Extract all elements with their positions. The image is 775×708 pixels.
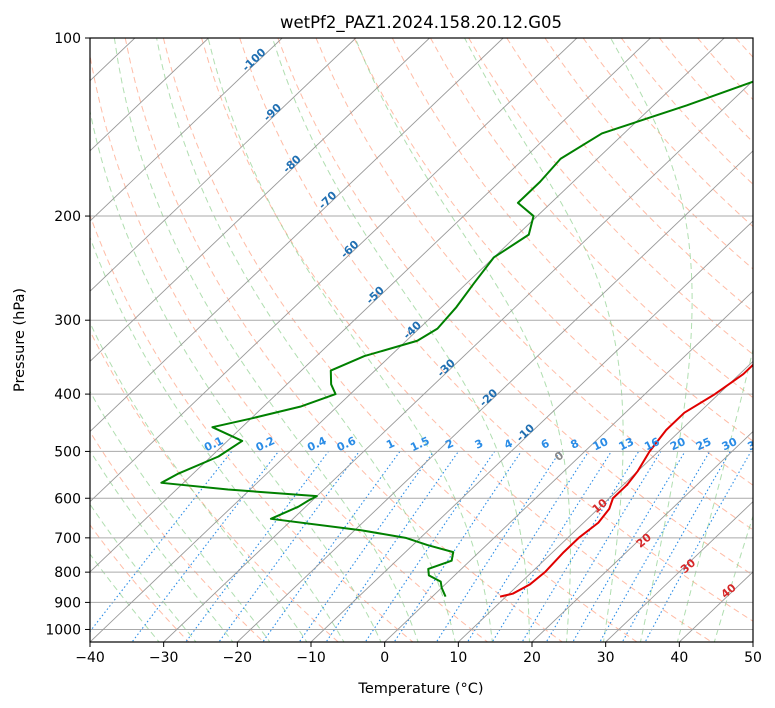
isotherm-line [605,501,753,642]
isotherm-line [90,38,209,152]
moist-adiabat [90,109,382,642]
isotherm-line [90,38,651,573]
y-tick-label: 100 [54,31,81,47]
y-tick-label: 800 [54,565,81,581]
isotherm-line [163,80,753,642]
pressure-gridlines [90,38,753,630]
isotherm-line [237,150,753,642]
mixing-ratio-label: 13 [617,435,636,453]
mixing-ratio-label: 10 [591,435,611,453]
y-axis-ticks: 100 200 300 400 500 600 700 800 900 1000 [45,31,90,638]
x-tick-label: −10 [296,650,326,666]
mixing-ratio-label: 36 [746,435,766,453]
dewpoint-profile [160,80,753,598]
mixing-ratio-line [298,451,435,642]
y-tick-label: 900 [54,595,81,611]
y-axis-label: Pressure (hPa) [12,288,28,392]
x-tick-label: −30 [149,650,179,666]
plot-frame [89,37,754,643]
sounding-profiles [160,80,753,598]
x-tick-label: −20 [223,650,253,666]
x-tick-label: 50 [744,650,762,666]
isotherm-line [90,38,578,503]
y-tick-label: 1000 [45,622,81,638]
x-tick-label: 0 [380,650,389,666]
dry-adiabat [315,38,753,531]
isotherm-line [384,290,753,642]
chart-title: wetPf2_PAZ1.2024.158.20.12.G05 [280,13,562,33]
dry-adiabat [391,38,753,442]
x-tick-label: 30 [597,650,615,666]
x-axis-label: Temperature (°C) [357,681,483,697]
x-tick-label: 20 [523,650,541,666]
mixing-ratio-line [435,451,561,642]
y-tick-label: 600 [54,491,81,507]
y-tick-label: 500 [54,444,81,460]
mixing-ratio-label: 30 [720,435,740,453]
dry-adiabat [430,38,753,399]
mixing-ratio-line [218,451,360,642]
isotherm-line [458,360,753,642]
mixing-ratio-line [466,451,590,642]
plot-area: -100-90-80-70-60-50-40-30-20-100.1 0.2 0.4… [90,38,766,642]
isotherm-line [90,38,357,292]
y-tick-label: 700 [54,531,81,547]
mixing-ratio-line [572,451,686,642]
mixing-ratio-label: 16 [642,435,662,453]
isotherm-line [531,430,753,642]
x-tick-label: −40 [75,650,105,666]
mixing-ratio-line [185,451,329,642]
isotherm-line [90,38,283,222]
mixing-ratio-line [90,451,233,633]
y-tick-label: 300 [54,313,81,329]
mixing-ratio-line [393,451,522,642]
mixing-ratio-label: 25 [694,435,713,453]
y-tick-label: 400 [54,387,81,403]
isotherm-line [90,38,430,362]
x-tick-label: 40 [670,650,688,666]
temperature-profile [499,363,753,598]
x-tick-label: 10 [449,650,467,666]
dry-adiabat [124,38,564,642]
isotherm-line [90,38,504,433]
mixing-ratio-label: 20 [668,435,688,453]
x-axis-ticks: −40 −30 −20 −10 0 10 20 30 40 50 [75,642,762,666]
isotherm-line [90,38,725,642]
dry-adiabat [277,38,753,576]
mixing-ratio-line [364,451,496,642]
mixing-ratio-line [325,451,459,642]
y-tick-label: 200 [54,209,81,225]
